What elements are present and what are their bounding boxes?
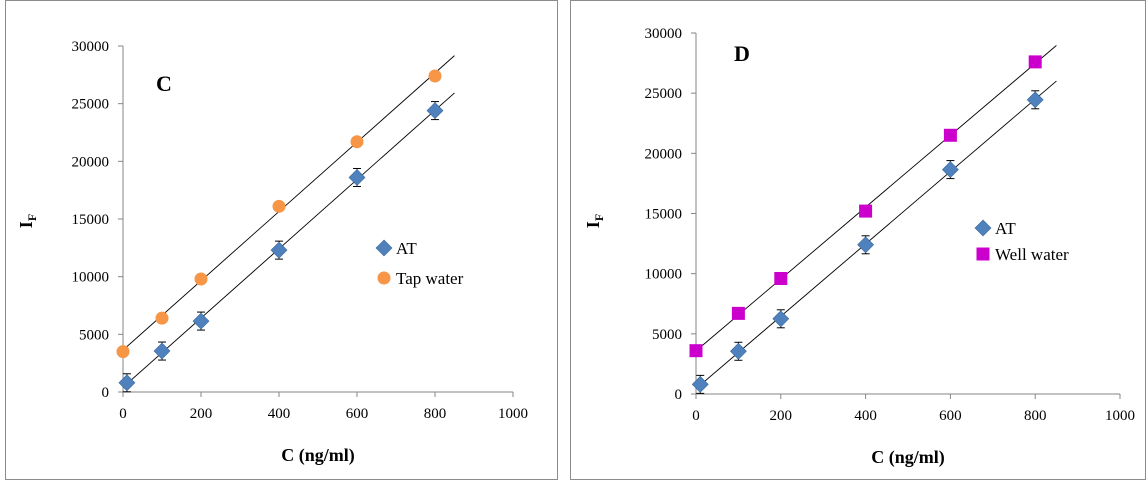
- y-tick-label: 5000: [79, 327, 109, 343]
- legend-label: AT: [396, 239, 417, 258]
- series-at: [691, 80, 1057, 394]
- data-point: [194, 272, 208, 286]
- x-tick-label: 0: [692, 408, 700, 424]
- y-tick-label: 15000: [72, 212, 110, 228]
- data-point: [691, 375, 709, 393]
- y-axis-title-main: I: [16, 221, 36, 228]
- legend-label: Tap water: [396, 269, 464, 288]
- data-point: [729, 342, 747, 360]
- data-point: [941, 161, 959, 179]
- data-point: [857, 236, 875, 254]
- panel-label: D: [734, 41, 750, 66]
- trendline: [122, 92, 455, 388]
- y-axis-title: IF: [583, 214, 606, 228]
- data-point: [428, 69, 442, 83]
- y-axis-title-subscript: F: [592, 214, 606, 221]
- trendline: [122, 55, 455, 351]
- y-tick-label: 15000: [645, 207, 683, 223]
- y-axis-title: IF: [16, 214, 39, 228]
- y-tick-label: 25000: [72, 97, 110, 113]
- legend-label: AT: [995, 219, 1016, 238]
- data-point: [118, 374, 136, 392]
- y-tick-label: 0: [102, 385, 110, 401]
- data-point: [1026, 91, 1044, 109]
- chart-panel-d: 0 5000 10000 15000 20000 25000 30000 0 200 400 600…: [570, 0, 1146, 480]
- x-axis-title: C (ng/ml): [281, 445, 355, 466]
- data-point: [689, 344, 703, 358]
- chart-panel-c: 0 5000 10000 15000 20000 25000 30000 0 200 400 600…: [5, 0, 558, 480]
- x-tick-label: 1000: [1105, 408, 1135, 424]
- chart-d: 0 5000 10000 15000 20000 25000 30000 0 200 400 600…: [583, 26, 1135, 468]
- data-point: [426, 102, 444, 120]
- data-point: [350, 135, 364, 149]
- legend-marker: [976, 247, 990, 261]
- x-tick-label: 200: [190, 406, 213, 422]
- y-tick-label: 20000: [645, 146, 683, 162]
- x-tick-label: 600: [939, 408, 962, 424]
- data-point: [774, 271, 788, 285]
- y-tick-label: 30000: [72, 39, 110, 55]
- x-tick-label: 600: [346, 406, 369, 422]
- y-axis-title-main: I: [583, 221, 603, 228]
- data-point: [272, 199, 286, 213]
- x-tick-label: 400: [854, 408, 877, 424]
- data-point: [943, 128, 957, 142]
- data-point: [153, 342, 171, 360]
- x-axis-title: C (ng/ml): [871, 447, 945, 468]
- x-tick-label: 800: [424, 406, 447, 422]
- data-point: [116, 345, 130, 359]
- legend-label: Well water: [995, 245, 1069, 264]
- legend-marker: [377, 271, 391, 285]
- x-tick-label: 1000: [498, 406, 528, 422]
- y-tick-label: 30000: [645, 26, 683, 42]
- y-tick-label: 5000: [652, 327, 682, 343]
- data-point: [1028, 55, 1042, 69]
- legend-marker: [375, 239, 393, 257]
- y-axis-title-subscript: F: [25, 214, 39, 221]
- data-point: [731, 306, 745, 320]
- legend-marker: [974, 219, 992, 237]
- trendline: [695, 80, 1057, 390]
- x-tick-label: 800: [1024, 408, 1046, 424]
- trendline: [695, 45, 1057, 352]
- y-tick-label: 10000: [72, 270, 110, 286]
- x-tick-label: 0: [119, 406, 127, 422]
- data-point: [772, 310, 790, 328]
- series-at: [118, 92, 455, 393]
- y-tick-label: 25000: [645, 86, 683, 102]
- data-point: [192, 312, 210, 330]
- y-tick-label: 0: [675, 387, 683, 403]
- y-tick-label: 10000: [645, 267, 683, 283]
- series-well-water: [689, 45, 1057, 358]
- data-point: [859, 204, 873, 218]
- panel-label: C: [156, 71, 172, 96]
- y-tick-label: 20000: [72, 154, 110, 170]
- x-tick-label: 400: [268, 406, 291, 422]
- x-tick-label: 200: [770, 408, 793, 424]
- data-point: [270, 241, 288, 259]
- chart-c: 0 5000 10000 15000 20000 25000 30000 0 200 400 600…: [16, 39, 528, 466]
- data-point: [155, 311, 169, 325]
- series-tap-water: [116, 55, 455, 359]
- data-point: [348, 169, 366, 186]
